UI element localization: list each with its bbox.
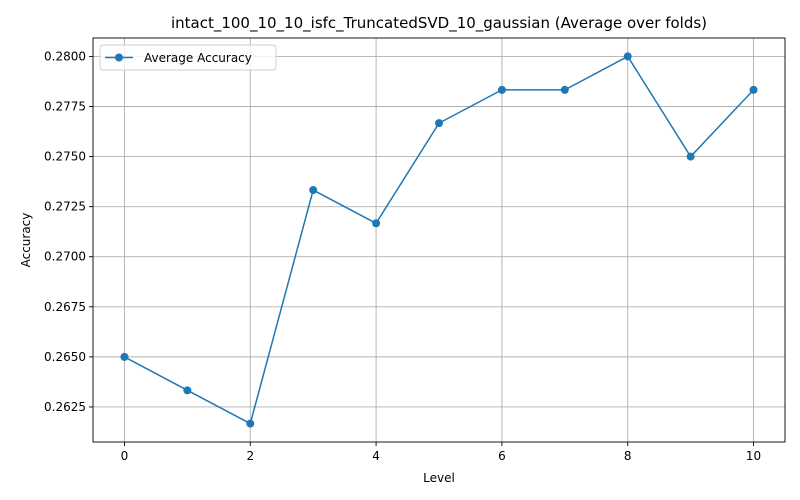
series-average-accuracy [120, 52, 758, 428]
x-tick-label: 4 [372, 449, 380, 463]
data-point [749, 85, 758, 94]
x-tick-label: 10 [746, 449, 761, 463]
x-tick-label: 8 [624, 449, 632, 463]
data-point [435, 119, 443, 128]
y-axis: 0.2625 0.2650 0.2675 0.2700 0.2725 0.2750 0.27… [44, 49, 93, 414]
data-point [372, 219, 381, 228]
chart-title: intact_100_10_10_isfc_TruncatedSVD_10_ga… [171, 14, 707, 33]
x-tick-label: 6 [498, 449, 506, 463]
x-tick-label: 0 [121, 449, 129, 463]
data-point [309, 186, 318, 195]
data-point [120, 352, 129, 361]
legend-label: Average Accuracy [144, 51, 252, 65]
data-point [246, 419, 255, 428]
y-tick-label: 0.2675 [44, 300, 86, 314]
legend-box [99, 44, 277, 71]
data-point [560, 85, 569, 94]
y-tick-label: 0.2650 [44, 350, 86, 364]
legend: Average Accuracy [99, 44, 277, 71]
data-point [686, 152, 695, 161]
y-tick-label: 0.2725 [44, 200, 86, 214]
y-tick-label: 0.2775 [44, 100, 86, 114]
grid-lines [93, 38, 785, 442]
y-axis-label: Accuracy [19, 213, 33, 268]
x-axis: 0 2 4 6 8 10 [121, 442, 761, 463]
plot-frame [92, 37, 786, 443]
x-tick-label: 2 [246, 449, 254, 463]
data-point [623, 52, 632, 61]
legend-marker [115, 53, 123, 62]
data-point [497, 85, 506, 94]
y-tick-label: 0.2750 [44, 150, 86, 164]
x-axis-label: Level [423, 471, 455, 485]
y-tick-label: 0.2625 [44, 400, 86, 414]
data-point [183, 386, 192, 395]
y-tick-label: 0.2800 [44, 49, 86, 63]
y-tick-label: 0.2700 [44, 250, 86, 264]
